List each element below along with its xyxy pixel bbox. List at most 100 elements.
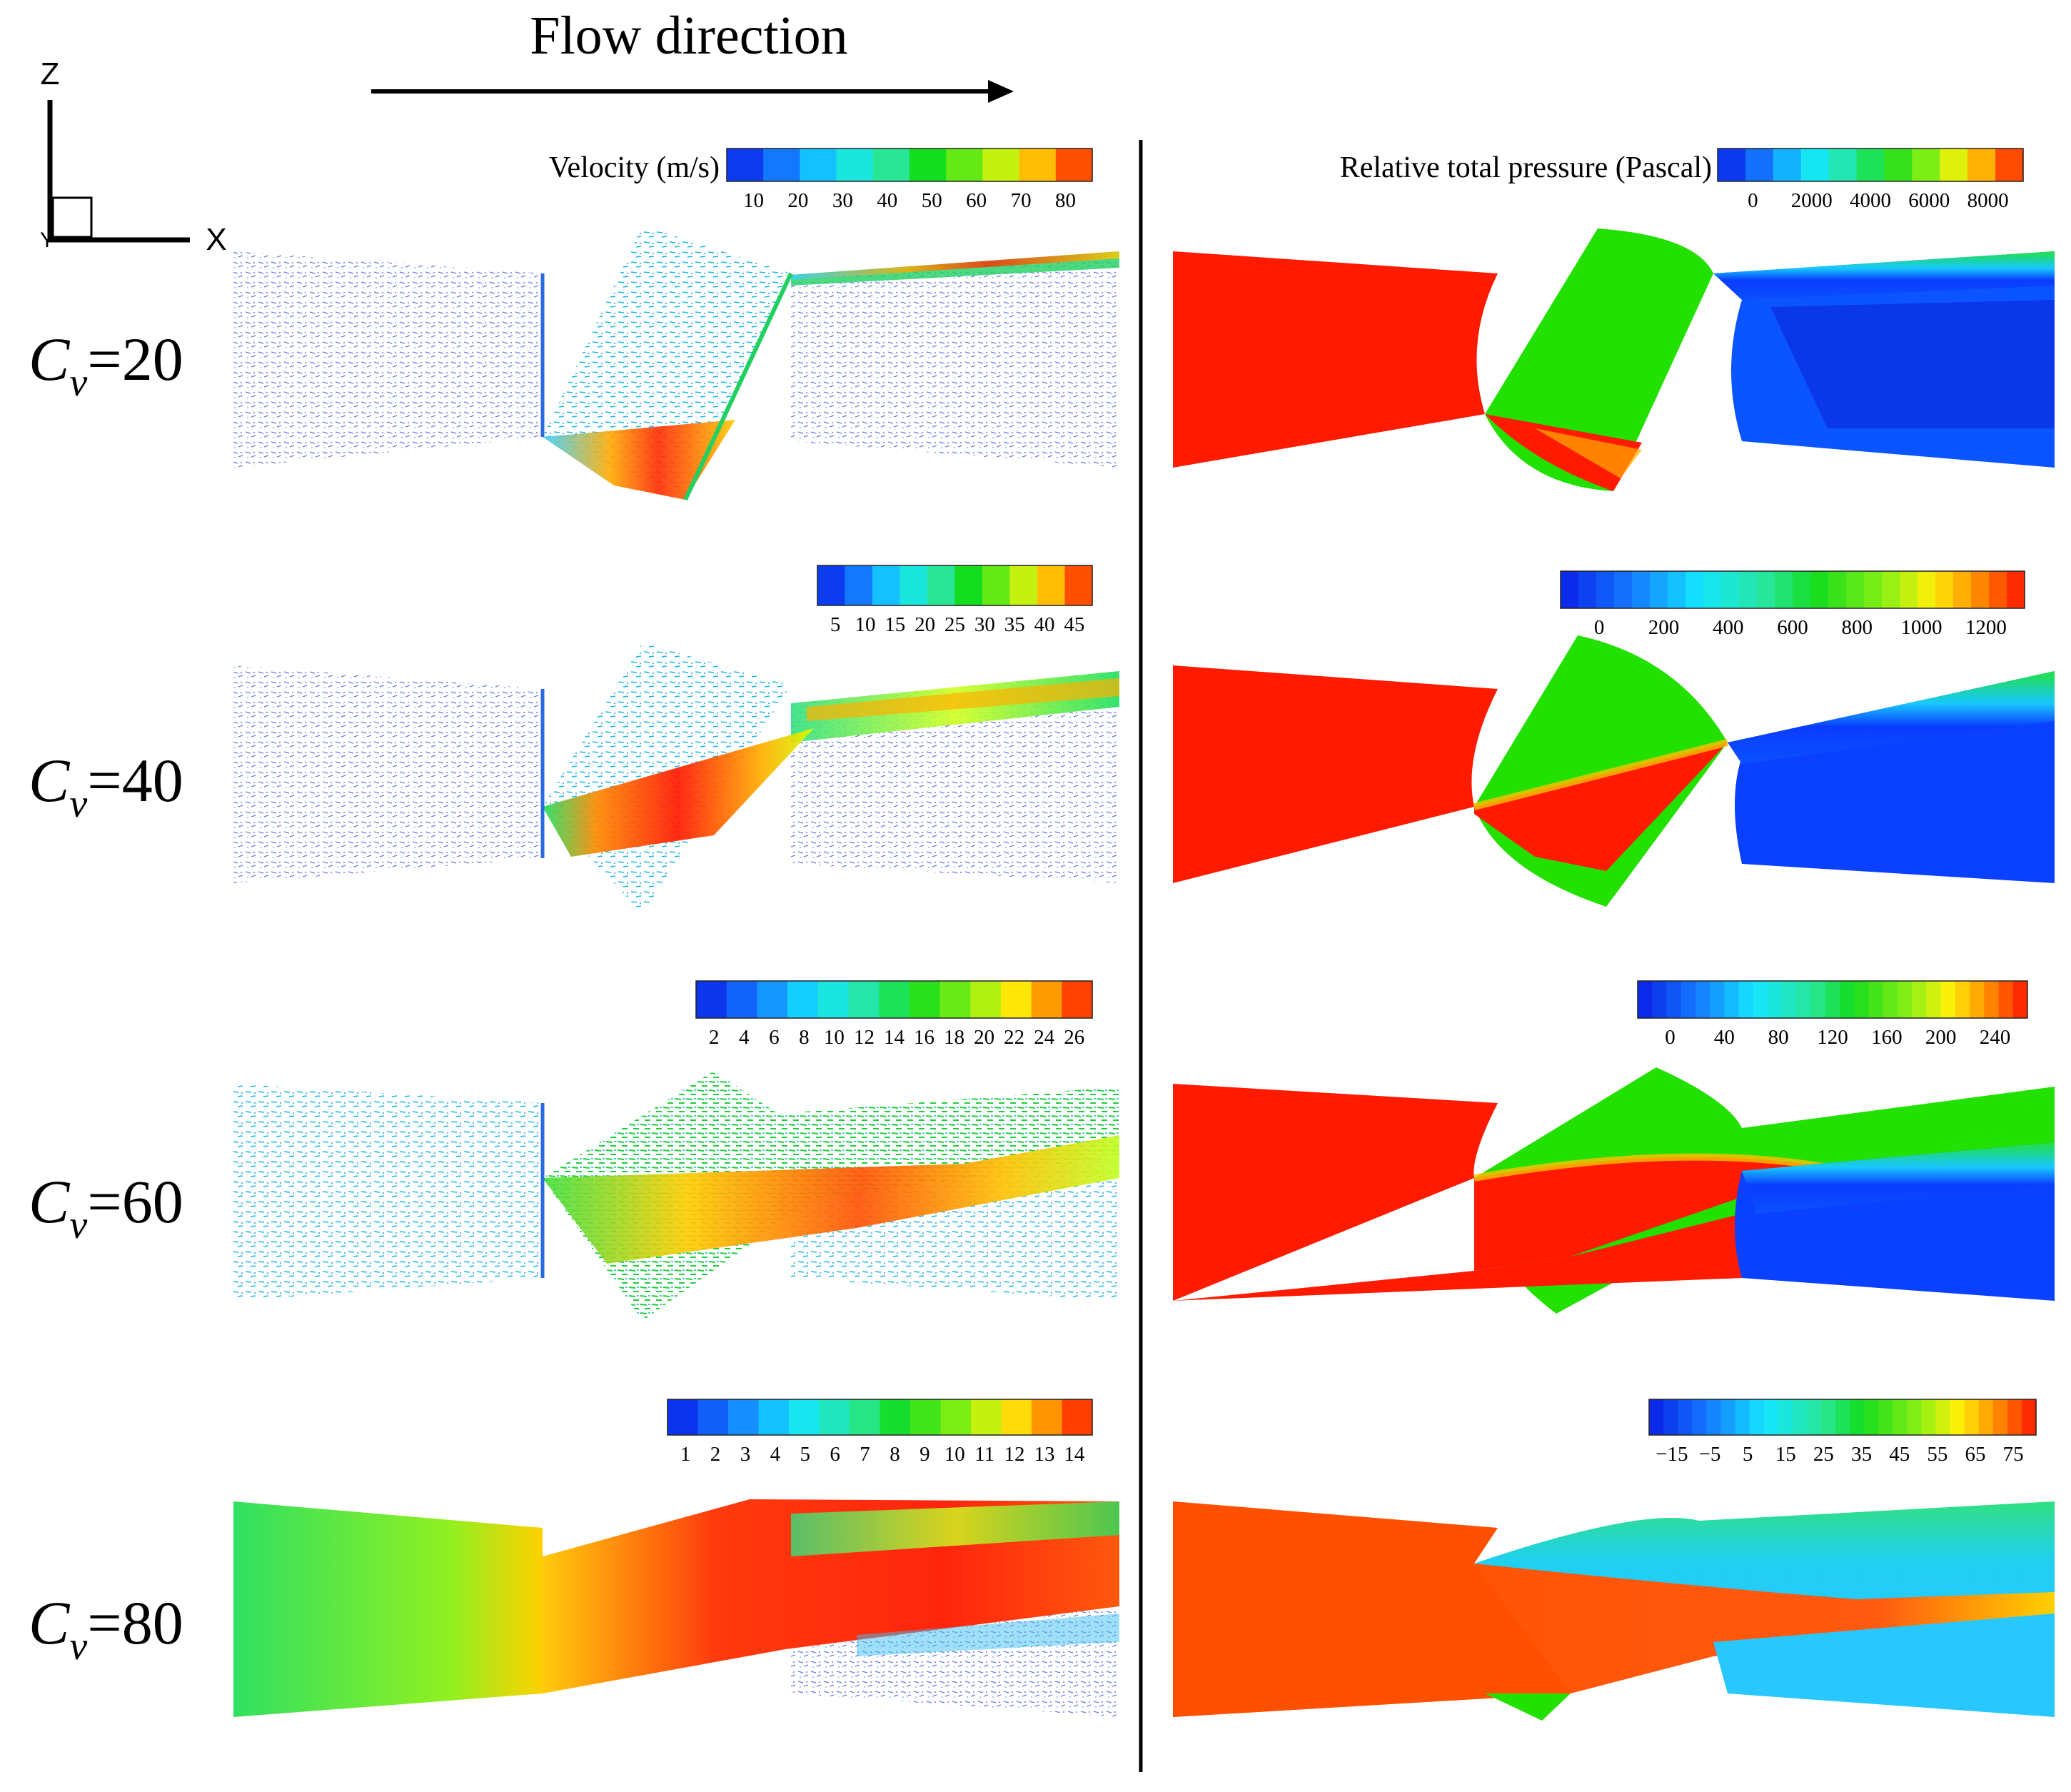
pressure-colorbar-tick-label: 1200 — [1965, 616, 2007, 639]
pressure-field-cv80 — [1173, 1501, 2055, 1721]
pressure-colorbar-tick-label: 120 — [1817, 1026, 1848, 1049]
pressure-colorbar-band — [1912, 981, 1928, 1018]
pressure-colorbar-band — [1971, 571, 1990, 608]
velocity-colorbar-band — [728, 1399, 760, 1435]
pressure-colorbar-band — [1753, 981, 1768, 1018]
velocity-colorbar-tick-label: 60 — [966, 189, 987, 212]
velocity-colorbar-tick-label: 4 — [739, 1026, 750, 1049]
pressure-colorbar-band — [1773, 149, 1802, 181]
pressure-colorbar-title: Relative total pressure (Pascal) — [1340, 151, 1712, 184]
flow-direction-label: Flow direction — [530, 6, 847, 66]
pressure-colorbar-tick-label: 45 — [1889, 1443, 1910, 1466]
flow-direction-arrow — [371, 80, 1014, 103]
row-label-cv80: Cv=80 — [29, 1589, 183, 1668]
pressure-colorbar-band — [1970, 981, 1985, 1018]
velocity-colorbar-tick-label: 12 — [1004, 1443, 1025, 1466]
svg-text:Cv=40: Cv=40 — [29, 746, 183, 826]
velocity-colorbar-tick-label: 4 — [770, 1443, 781, 1466]
velocity-colorbar-band — [819, 1399, 850, 1435]
pressure-colorbar-band — [2007, 571, 2025, 608]
pressure-colorbar-tick-label: 8000 — [1967, 189, 2009, 212]
velocity-colorbar-band — [946, 149, 983, 181]
pressure-colorbar-cv40: 0 200 400 600 800 1000 1200 — [1560, 570, 2025, 639]
pressure-colorbar-tick-label: 2000 — [1791, 189, 1833, 212]
pressure-colorbar-band — [1868, 981, 1884, 1018]
pressure-colorbar-tick-label: 4000 — [1850, 189, 1891, 212]
velocity-colorbar-band — [970, 981, 1002, 1018]
velocity-colorbar-frame — [817, 565, 1093, 606]
velocity-colorbar-tick-label: 40 — [1034, 613, 1055, 636]
pressure-colorbar-band — [1685, 571, 1704, 608]
velocity-colorbar-tick-label: 70 — [1011, 189, 1032, 212]
velocity-colorbar-tick-label: 10 — [824, 1026, 845, 1049]
pressure-colorbar-band — [1720, 1399, 1736, 1435]
pressure-field-cv60 — [1173, 1067, 2055, 1314]
velocity-colorbar-band — [697, 1399, 729, 1435]
pressure-colorbar-tick-label: 200 — [1648, 616, 1680, 639]
pressure-colorbar-tick-label: 55 — [1927, 1443, 1947, 1466]
velocity-colorbar-tick-label: 8 — [799, 1026, 810, 1049]
pressure-colorbar-band — [1800, 149, 1830, 181]
velocity-colorbar-tick-label: 14 — [884, 1026, 905, 1049]
velocity-colorbar-tick-label: 1 — [680, 1443, 691, 1466]
pressure-colorbar-band — [1854, 981, 1870, 1018]
pressure-colorbar-tick-label: 0 — [1665, 1026, 1676, 1049]
velocity-colorbar-band — [667, 1399, 699, 1435]
pressure-colorbar-tick-label: 240 — [1980, 1026, 2011, 1049]
velocity-colorbar-band — [696, 981, 727, 1018]
pressure-colorbar-band — [1578, 571, 1597, 608]
velocity-colorbar-band — [982, 149, 1020, 181]
pressure-colorbar-band — [2012, 981, 2028, 1018]
pressure-colorbar-cv60: 0 40 80 120 160 200 240 — [1637, 980, 2028, 1049]
pressure-colorbar-band — [1835, 1399, 1850, 1435]
velocity-colorbar-tick-label: 10 — [743, 189, 764, 212]
pressure-colorbar-band — [1967, 149, 1996, 181]
velocity-colorbar-tick-label: 50 — [922, 189, 942, 212]
velocity-colorbar-band — [1062, 1399, 1093, 1435]
pressure-colorbar-band — [1898, 981, 1913, 1018]
pressure-colorbar-band — [1778, 1399, 1793, 1435]
pressure-colorbar-band — [1884, 149, 1913, 181]
velocity-colorbar-frame — [726, 148, 1093, 182]
pressure-colorbar-band — [1745, 149, 1774, 181]
pressure-colorbar-band — [1940, 981, 1956, 1018]
velocity-colorbar-tick-label: 80 — [1055, 189, 1076, 212]
pressure-colorbar-band — [1864, 1399, 1879, 1435]
pressure-colorbar-band — [1614, 571, 1633, 608]
pressure-colorbar-band — [1810, 571, 1829, 608]
svg-text:Cv=20: Cv=20 — [29, 325, 183, 405]
velocity-colorbar-tick-label: 16 — [914, 1026, 934, 1049]
pressure-colorbar-band — [1652, 981, 1668, 1018]
velocity-colorbar-tick-label: 15 — [885, 613, 905, 636]
y-axis-label: Y — [40, 228, 54, 252]
pressure-colorbar-band — [1692, 1399, 1707, 1435]
velocity-colorbar-cv40: 5 10 15 20 25 30 35 40 45 — [817, 565, 1093, 636]
pressure-colorbar-band — [1561, 571, 1579, 608]
velocity-colorbar-band — [727, 149, 764, 181]
pressure-colorbar-tick-label: 5 — [1743, 1443, 1753, 1466]
velocity-colorbar-band — [817, 565, 846, 605]
pressure-colorbar-band — [1825, 981, 1840, 1018]
velocity-colorbar-tick-label: 5 — [830, 613, 841, 636]
pressure-colorbar-band — [1775, 571, 1793, 608]
pressure-colorbar-band — [1989, 571, 2007, 608]
pressure-colorbar-band — [1649, 1399, 1664, 1435]
velocity-colorbar-band — [1031, 981, 1062, 1018]
velocity-colorbar-tick-label: 8 — [890, 1443, 900, 1466]
pressure-colorbar-band — [1763, 1399, 1779, 1435]
velocity-field-cv80 — [233, 1499, 1119, 1717]
pressure-colorbar-band — [1793, 571, 1811, 608]
pressure-colorbar-band — [1792, 1399, 1808, 1435]
velocity-colorbar-cv60: 2 4 6 8 10 12 14 16 18 20 22 24 26 — [695, 980, 1093, 1049]
pressure-colorbar-tick-label: 40 — [1714, 1026, 1735, 1049]
velocity-colorbar-cv80: 1 2 3 4 5 6 7 8 9 10 11 12 13 14 — [667, 1399, 1093, 1466]
velocity-colorbar-band — [872, 149, 910, 181]
velocity-colorbar-tick-label: 25 — [944, 613, 965, 636]
velocity-colorbar-tick-label: 40 — [877, 189, 897, 212]
pressure-colorbar-band — [1953, 571, 1972, 608]
pressure-colorbar-band — [1718, 149, 1746, 181]
row-label-cv40: Cv=40 — [29, 746, 183, 826]
pressure-colorbar-band — [1995, 149, 2024, 181]
pressure-colorbar-tick-label: 75 — [2003, 1443, 2024, 1466]
